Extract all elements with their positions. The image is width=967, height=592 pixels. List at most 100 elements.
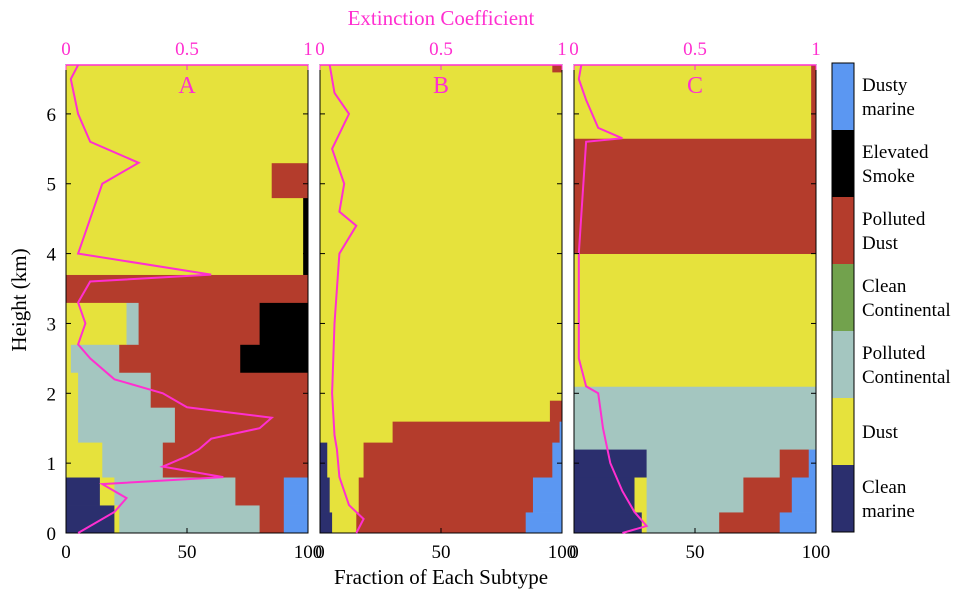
y-tick-label: 1 — [47, 454, 57, 475]
panel-a-layer-5-polluted-continental — [70, 344, 120, 373]
panel-c-layer-1-polluted-continental — [646, 477, 744, 513]
panel-a-layer-4-polluted-dust — [150, 372, 309, 408]
panel-a-layer-8-dust — [66, 197, 304, 275]
y-tick-label: 2 — [47, 384, 57, 405]
panel-a-layer-6-polluted-continental — [126, 302, 139, 345]
legend-swatch-dust — [832, 398, 854, 465]
top-tick-label: 0 — [315, 39, 325, 60]
legend-swatch-elevated-smoke — [832, 130, 854, 197]
panel-a-layer-8-elevated-smoke — [303, 197, 309, 275]
panel-a-layer-3-polluted-dust — [174, 407, 309, 443]
panel-c-layer-1-polluted-dust — [743, 477, 793, 513]
legend-label-dust: Dust — [862, 422, 899, 443]
x-tick-label: 50 — [432, 542, 451, 563]
panel-a-layer-5-polluted-dust — [119, 344, 241, 373]
panel-a-layer-1-dusty-marine — [283, 477, 309, 506]
panel-b-layer-3-dusty-marine — [559, 421, 563, 443]
x-tick-label: 50 — [686, 542, 705, 563]
x-tick-label: 100 — [802, 542, 831, 563]
panel-a-layer-6-dust — [66, 302, 127, 345]
panel-b-layer-2-dust — [327, 442, 364, 478]
panel-c-layer-1-dusty-marine — [791, 477, 817, 513]
panel-c-layer-4-dust — [574, 253, 817, 387]
panel-b-layer-1-clean-marine — [320, 477, 331, 513]
panel-a-layer-5-dust — [66, 344, 72, 373]
panel-b-layer-3-polluted-dust — [392, 421, 560, 443]
panel-c-layer-0-polluted-continental — [646, 512, 720, 534]
legend-swatch-clean-marine — [832, 465, 854, 532]
panel-c-layer-0-clean-marine — [574, 512, 643, 534]
panel-a-layer-0-dust — [114, 505, 120, 534]
top-axis-title: Extinction Coefficient — [348, 6, 535, 30]
panel-a-layer-0-polluted-dust — [259, 505, 285, 534]
legend-label-dusty-marine-2: marine — [862, 99, 915, 120]
legend-label-clean-continental: Clean — [862, 276, 907, 297]
panel-b-layer-1-polluted-dust — [358, 477, 534, 513]
y-tick-label: 0 — [47, 524, 57, 545]
panel-c-layer-3-polluted-continental — [574, 386, 817, 450]
panel-a-layer-2-polluted-continental — [102, 442, 164, 478]
panel-c-layer-1-dust — [634, 477, 647, 513]
panel-a-letter: A — [178, 73, 196, 99]
panel-a-layer-1-polluted-dust — [235, 477, 285, 506]
legend-swatch-polluted-continental — [832, 331, 854, 398]
panel-a-layer-3-dust — [66, 407, 79, 443]
top-tick-label: 0 — [569, 39, 579, 60]
panel-b-layer-0-polluted-dust — [356, 512, 527, 534]
y-tick-label: 4 — [47, 245, 57, 266]
panel-b-layer-6-dust — [320, 65, 553, 73]
panel-a-layer-1-clean-marine — [66, 477, 101, 506]
panel-b-layer-0-dusty-marine — [525, 512, 563, 534]
panel-b-layer-6-polluted-dust — [552, 65, 563, 73]
y-tick-label: 3 — [47, 314, 57, 335]
panel-a-layer-2-dust — [66, 442, 103, 478]
top-tick-label: 1 — [811, 39, 821, 60]
legend-label-polluted-continental: Polluted — [862, 343, 926, 364]
panel-c-layer-6-dust — [574, 65, 812, 139]
legend-label-polluted-dust-2: Dust — [862, 233, 899, 254]
legend-swatch-clean-continental — [832, 264, 854, 331]
y-tick-label: 5 — [47, 175, 57, 196]
panel-a-layer-9-polluted-dust — [271, 162, 309, 199]
panel-a-layer-3-polluted-continental — [78, 407, 176, 443]
legend-label-polluted-continental-2: Continental — [862, 367, 951, 388]
panel-c-layer-1-clean-marine — [574, 477, 635, 513]
panel-b-layer-2-clean-marine — [320, 442, 328, 478]
panel-b-extinction-line — [328, 64, 365, 534]
legend-swatch-dusty-marine — [832, 63, 854, 130]
x-tick-label: 100 — [548, 542, 577, 563]
legend-label-polluted-dust: Polluted — [862, 209, 926, 230]
panel-b-layer-3-dust — [320, 421, 393, 443]
panel-a-layer-7-polluted-dust — [66, 274, 309, 303]
panel-a-layer-1-dust — [99, 477, 115, 506]
top-tick-label: 0 — [61, 39, 71, 60]
panel-c-layer-5-polluted-dust — [574, 138, 817, 254]
panel-b-layer-4-dust — [320, 400, 551, 422]
panel-b-layer-5-dust — [320, 71, 563, 401]
panel-b-letter: B — [433, 73, 449, 99]
panel-b-layer-4-polluted-dust — [549, 400, 563, 422]
panel-a-layer-5-elevated-smoke — [240, 344, 309, 373]
top-tick-label: 1 — [557, 39, 567, 60]
legend-label-elevated-smoke-2: Smoke — [862, 166, 915, 187]
top-tick-label: 1 — [303, 39, 313, 60]
panel-a-layer-9-dust — [66, 162, 273, 199]
legend-label-clean-continental-2: Continental — [862, 300, 951, 321]
panel-c: C 0 50 100 0 0.5 1 — [569, 39, 830, 563]
legend-frame — [831, 62, 855, 533]
panel-a-layer-0-clean-marine — [66, 505, 115, 534]
y-axis-title: Height (km) — [7, 248, 31, 351]
x-tick-label: 50 — [178, 542, 197, 563]
panel-b-layer-1-dusty-marine — [532, 477, 563, 513]
legend-label-clean-marine: Clean — [862, 477, 907, 498]
panel-c-layer-0-dusty-marine — [779, 512, 817, 534]
panel-a-layer-0-polluted-continental — [119, 505, 261, 534]
panel-a-layer-4-polluted-continental — [78, 372, 152, 408]
legend-label-dusty-marine: Dusty — [862, 75, 908, 96]
panel-a-layer-10-dust — [66, 65, 309, 164]
legend-swatch-polluted-dust — [832, 197, 854, 264]
x-tick-label: 0 — [315, 542, 325, 563]
